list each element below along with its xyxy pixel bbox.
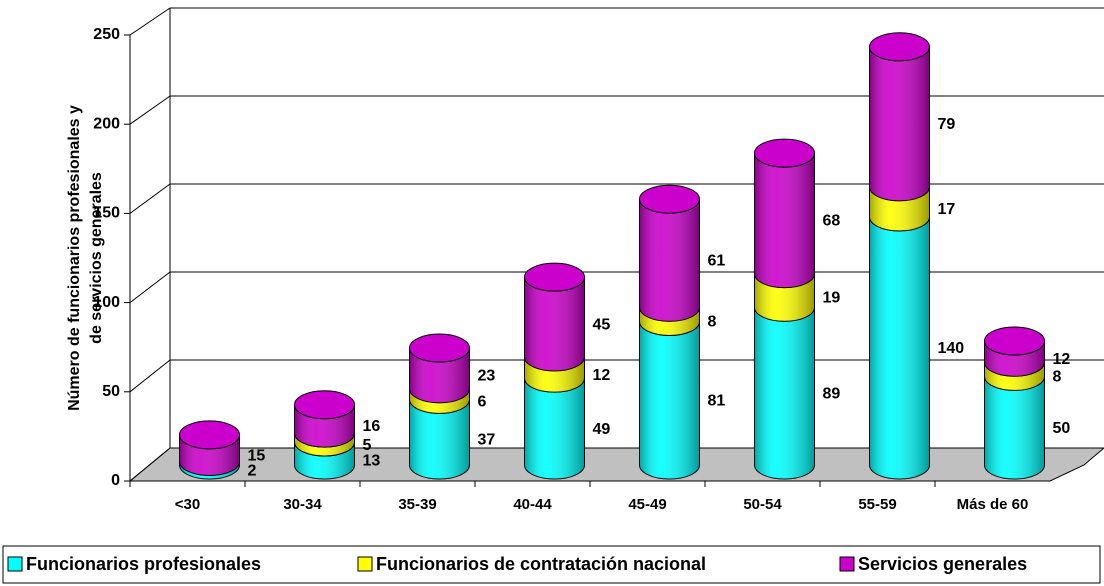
wall-tick-line [129, 7, 171, 36]
cylinder-top [869, 32, 930, 62]
x-tick-label: 55-59 [858, 496, 896, 513]
data-label: 45 [593, 316, 611, 333]
cylinder-top [524, 262, 585, 292]
data-label: 8 [708, 314, 717, 331]
cylinder-shade [524, 277, 585, 371]
x-tick-label: 50-54 [743, 496, 782, 513]
wall-tick-line [129, 95, 171, 125]
y-axis-label: de servicios generales [88, 172, 105, 344]
y-tick-label: 50 [102, 383, 120, 400]
x-tick-label: 40-44 [513, 496, 552, 513]
x-tick-label: 30-34 [283, 496, 322, 513]
cylinder-shade [754, 307, 815, 479]
cylinder-shade [294, 404, 355, 448]
data-label: 17 [938, 201, 956, 218]
y-axis-label: Número de funcionarios profesionales y [66, 105, 83, 411]
cylinder-shade [639, 321, 700, 479]
cylinder-shade [754, 273, 815, 322]
legend-label: Servicios generales [858, 554, 1027, 574]
data-label: 16 [363, 418, 381, 435]
data-label: 68 [823, 213, 841, 230]
x-tick-label: 45-49 [628, 496, 666, 513]
x-tick-label: 35-39 [398, 496, 436, 513]
data-label: 89 [823, 385, 841, 402]
data-label: 23 [478, 368, 496, 385]
wall-tick-line [129, 447, 171, 482]
cylinder-shade [869, 46, 930, 201]
data-label: 79 [938, 116, 956, 133]
y-tick-label: 100 [93, 294, 120, 311]
data-label: 6 [478, 393, 487, 410]
cylinder-shade [524, 356, 585, 393]
legend-swatch [839, 556, 855, 572]
cylinder-shade [524, 378, 585, 479]
y-tick-label: 250 [93, 26, 120, 43]
x-tick-label: Más de 60 [957, 496, 1029, 513]
wall-tick-line [129, 183, 171, 214]
data-label: 8 [1053, 369, 1062, 386]
data-label: 61 [708, 252, 726, 269]
data-label: 140 [938, 340, 965, 357]
data-label: 81 [708, 392, 726, 409]
data-label: 5 [363, 437, 372, 454]
cylinder-top [639, 184, 700, 214]
data-label: 37 [478, 431, 496, 448]
y-tick-label: 200 [93, 115, 120, 132]
data-label: 12 [593, 367, 611, 384]
floor [128, 447, 1104, 482]
cylinder-shade [179, 434, 240, 476]
cylinder-shade [409, 399, 470, 479]
data-label: 13 [363, 453, 381, 470]
cylinder-shade [294, 433, 355, 456]
data-label: 12 [1053, 351, 1071, 368]
cylinder-shade [869, 216, 930, 480]
legend-label: Funcionarios de contratación nacional [376, 554, 706, 574]
cylinder-shade [984, 340, 1045, 377]
cylinder-shade [869, 186, 930, 231]
legend-box [2, 545, 1101, 584]
cylinder-shade [409, 388, 470, 414]
y-tick-label: 0 [111, 472, 120, 489]
data-label: 50 [1053, 420, 1071, 437]
legend-swatch [7, 556, 23, 572]
y-tick-label: 150 [93, 205, 120, 222]
cylinder-top [294, 390, 355, 420]
cylinder-shade [984, 376, 1045, 479]
data-label: 15 [248, 447, 266, 464]
wall-tick-line [129, 271, 171, 303]
legend-swatch [357, 556, 373, 572]
cylinder-shade [179, 461, 240, 479]
cylinder-top [179, 420, 240, 450]
legend-label: Funcionarios profesionales [26, 554, 261, 574]
wall-tick-line [129, 359, 171, 393]
data-label: 49 [593, 421, 611, 438]
cylinder-top [984, 326, 1045, 356]
data-label: 19 [823, 290, 841, 307]
cylinder-shade [409, 348, 470, 403]
cylinder-shade [754, 153, 815, 288]
x-tick-label: <30 [175, 496, 200, 513]
cylinder-shade [294, 441, 355, 479]
data-label: 2 [248, 462, 257, 479]
cylinder-top [754, 138, 815, 168]
cylinder-top [409, 333, 470, 363]
cylinder-shade [639, 199, 700, 322]
